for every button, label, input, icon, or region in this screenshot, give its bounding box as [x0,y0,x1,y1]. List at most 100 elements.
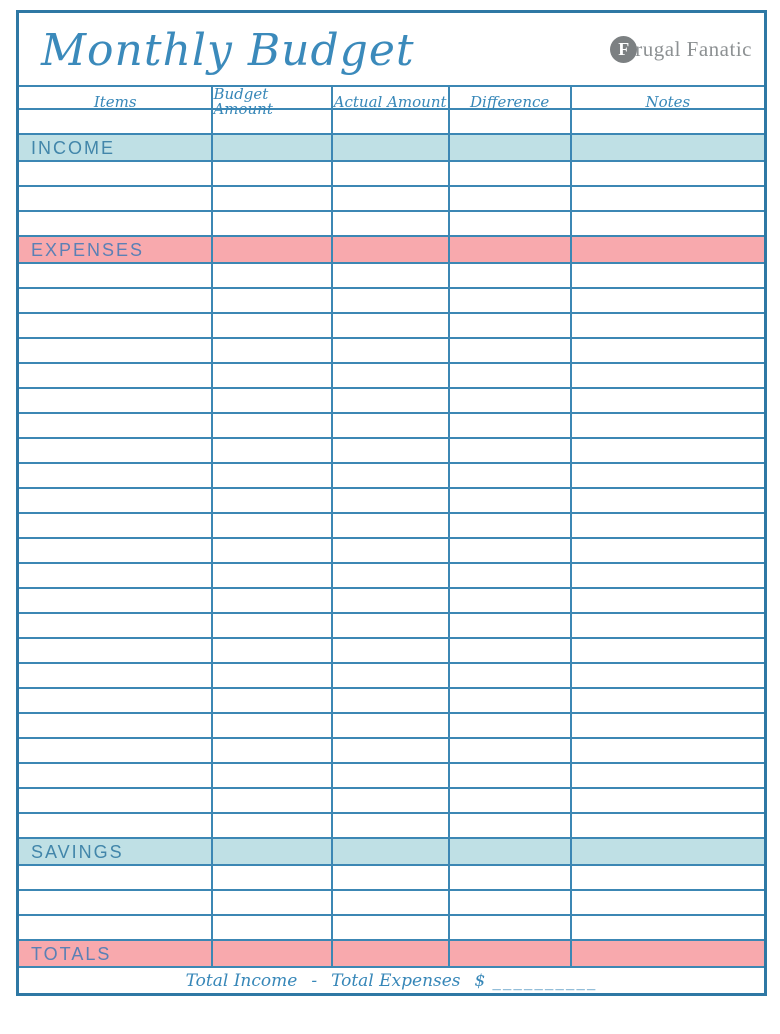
section-header-row-savings: SAVINGS [19,837,764,864]
blank-cell [333,264,450,287]
column-header-actual-amount: Actual Amount [333,87,450,117]
blank-cell [572,237,764,262]
blank-cell [572,891,764,914]
blank-cell [213,916,333,939]
minus-sign: - [311,970,318,991]
blank-cell [572,739,764,762]
blank-cell [213,689,333,712]
table-row [19,185,764,210]
blank-cell [572,764,764,787]
blank-cell [333,237,450,262]
blank-cell [572,364,764,387]
blank-cell [450,514,572,537]
blank-cell [19,739,214,762]
table-row [19,487,764,512]
table-row [19,737,764,762]
table-row [19,762,764,787]
blank-cell [333,162,450,185]
table-row [19,210,764,235]
blank-cell [19,866,214,889]
blank-cell [19,639,214,662]
blank-cell [450,739,572,762]
section-header-row-income: INCOME [19,133,764,160]
blank-cell [213,514,333,537]
table-row [19,612,764,637]
budget-sheet: Monthly Budget F rugal Fanatic Items Bud… [16,10,767,996]
blank-cell [572,414,764,437]
blank-cell [333,135,450,160]
blank-cell [572,339,764,362]
blank-cell [333,664,450,687]
blank-cell [572,187,764,210]
blank-cell [19,814,214,837]
blank-cell [19,364,214,387]
blank-cell [19,614,214,637]
blank-cell [213,464,333,487]
blank-cell [450,389,572,412]
section-label: EXPENSES [19,237,214,262]
blank-cell [572,589,764,612]
blank-cell [572,439,764,462]
blank-cell [213,389,333,412]
blank-cell [333,110,450,133]
blank-cell [333,389,450,412]
blank-cell [213,789,333,812]
blank-cell [333,489,450,512]
blank-cell [450,464,572,487]
title-block: Monthly Budget F rugal Fanatic [19,13,764,85]
total-income-label: Total Income [185,970,298,991]
blank-cell [19,689,214,712]
blank-cell [572,464,764,487]
blank-cell [19,314,214,337]
blank-cell [450,916,572,939]
blank-cell [450,664,572,687]
section-header-row-totals: TOTALS [19,939,764,966]
blank-cell [213,664,333,687]
table-row [19,287,764,312]
table-row [19,337,764,362]
table-row [19,108,764,133]
table-row [19,687,764,712]
totals-formula-row: Total Income - Total Expenses $ ________… [19,966,764,993]
blank-cell [213,839,333,864]
blank-cell [333,739,450,762]
blank-cell [213,539,333,562]
blank-cell [19,664,214,687]
blank-cell [333,866,450,889]
blank-cell [333,514,450,537]
blank-cell [333,891,450,914]
blank-cell [19,564,214,587]
blank-cell [19,289,214,312]
blank-cell [213,439,333,462]
blank-cell [450,187,572,210]
blank-cell [572,212,764,235]
blank-cell [450,689,572,712]
blank-cell [19,339,214,362]
table-row [19,387,764,412]
blank-cell [450,314,572,337]
blank-cell [450,212,572,235]
blank-cell [333,714,450,737]
table-row [19,889,764,914]
blank-cell [333,364,450,387]
table-row [19,712,764,737]
section-header-row-expenses: EXPENSES [19,235,764,262]
blank-cell [450,789,572,812]
blank-cell [333,764,450,787]
blank-cell [333,839,450,864]
blank-cell [572,714,764,737]
blank-cell [572,110,764,133]
blank-cell [572,389,764,412]
brand-initial-badge: F [610,35,638,63]
blank-cell [333,689,450,712]
table-row [19,437,764,462]
blank-cell [333,187,450,210]
blank-cell [333,314,450,337]
table-row [19,262,764,287]
blank-cell [572,514,764,537]
blank-cell [572,789,764,812]
blank-cell [333,212,450,235]
blank-cell [19,916,214,939]
blank-cell [572,839,764,864]
table-row [19,562,764,587]
